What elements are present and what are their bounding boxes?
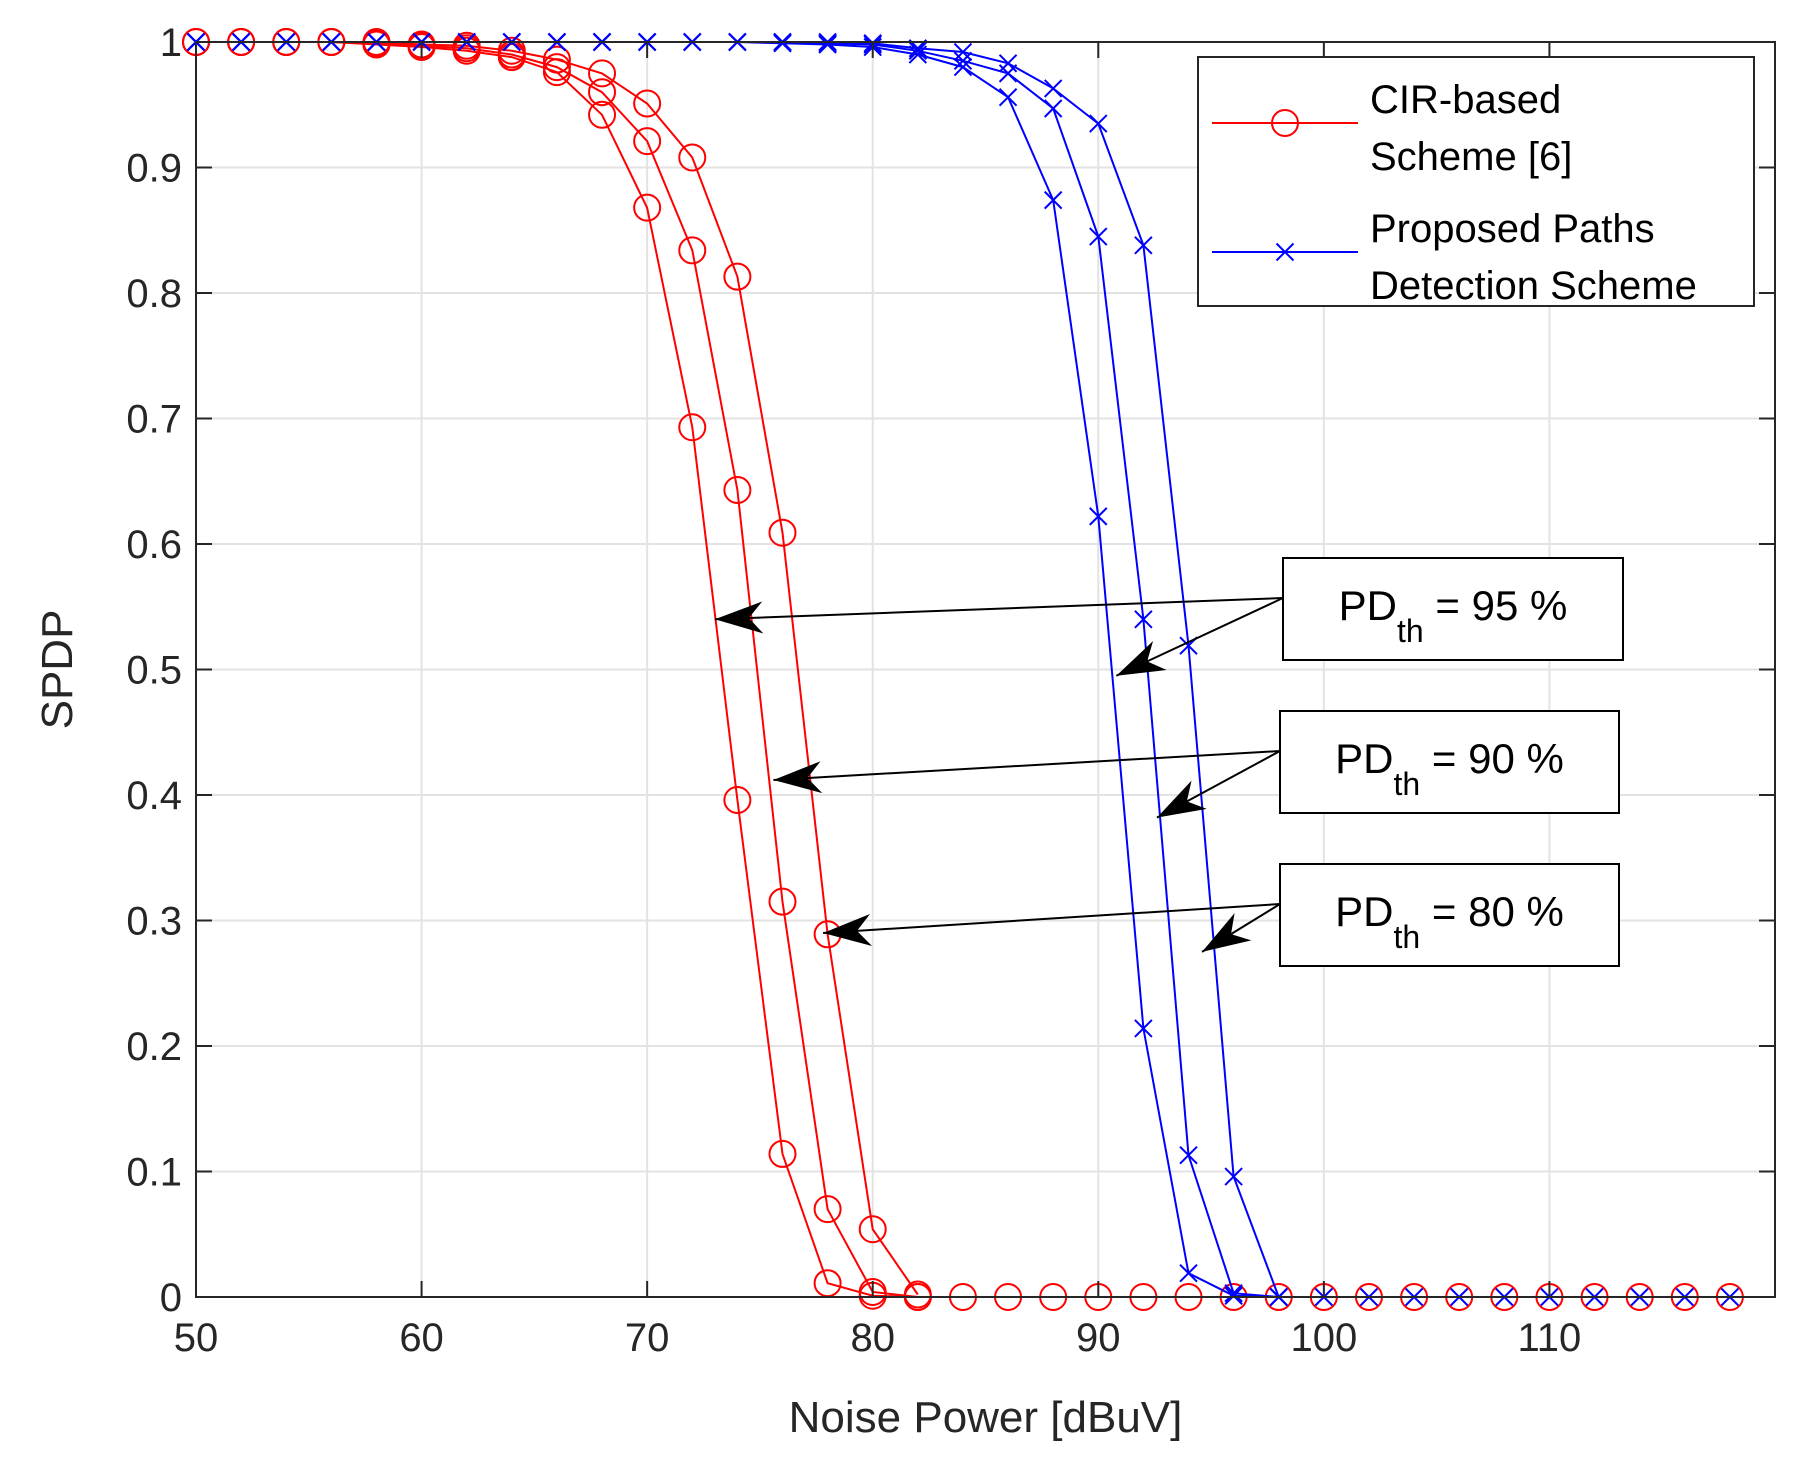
data-point [953,42,973,62]
annotation-label: PDth = 90 % [1335,735,1564,802]
legend-label: Scheme [6] [1370,135,1572,179]
legend-label: Proposed Paths [1370,207,1655,251]
legend: CIR-based Scheme [6] Proposed Paths Detect… [1197,56,1755,308]
annotation-arrowhead [823,914,873,946]
data-point [1134,236,1153,255]
annotation-1: PDth = 90 % [773,710,1620,819]
x-axis-label: Noise Power [dBuV] [789,1393,1183,1442]
legend-label: Detection Scheme [1370,264,1697,308]
axes: 50 60 70 80 90 100 110 0 0.1 0.2 0.3 0.4 0.5 0.6 0.7 0.… [33,21,1776,1442]
data-point [768,1139,797,1168]
data-point [678,413,707,442]
data-point [1179,1145,1198,1165]
data-point [542,45,571,74]
data-point [723,262,752,291]
x-tick-label: 60 [399,1316,444,1360]
data-point [1043,190,1063,210]
y-axis-label: SPDP [33,610,82,730]
data-point [588,78,617,107]
annotation-box [1279,710,1620,814]
data-point [768,887,797,916]
data-point [998,54,1018,73]
data-point [1089,507,1108,526]
y-tick-label: 0.6 [126,523,182,567]
annotation-arrowhead [714,601,764,634]
data-point [908,41,928,60]
data-point [953,51,973,71]
data-point [678,143,707,172]
data-point [723,786,752,815]
annotations: PDth = 95 % PDth = 90 % PDth = 80 % [714,557,1624,967]
data-point [588,100,617,129]
data-point [633,89,662,118]
data-point [858,1215,887,1244]
y-tick-label: 0.2 [126,1025,182,1069]
data-point [998,88,1018,107]
x-tick-label: 80 [850,1316,895,1360]
data-point [768,518,797,547]
y-tick-label: 0.8 [126,272,182,316]
y-tick-label: 0.1 [126,1151,182,1195]
y-tick-label: 0.4 [126,774,182,818]
annotation-arrowhead [773,761,823,794]
data-point [1043,79,1063,98]
annotation-label: PDth = 95 % [1339,582,1568,649]
x-tick-label: 70 [625,1316,670,1360]
data-point [1134,610,1153,629]
data-point [1089,114,1108,133]
annotation-label: PDth = 80 % [1335,888,1564,955]
data-point [633,193,662,222]
annotation-arrowhead [1156,780,1207,818]
x-tick-label: 100 [1290,1316,1357,1360]
annotation-arrow-line [823,903,1281,935]
annotation-arrow-line [714,597,1284,621]
data-point [633,127,662,156]
data-point [497,36,526,65]
y-tick-label: 0.9 [126,147,182,191]
data-point [678,236,707,265]
x-tick-label: 90 [1076,1316,1121,1360]
data-point [813,1195,842,1224]
data-point [858,1277,887,1306]
data-point [1089,227,1108,246]
y-tick-label: 0.3 [126,900,182,944]
annotation-2: PDth = 80 % [823,863,1620,967]
y-tick-label: 0.7 [126,398,182,442]
annotation-box [1279,863,1620,967]
data-point [903,1280,932,1309]
y-tick-label: 0 [160,1276,182,1320]
legend-entry-1: Proposed Paths Detection Scheme [1212,207,1697,308]
annotation-0: PDth = 95 % [714,557,1624,677]
annotation-arrowhead [1116,640,1167,676]
x-tick-label: 110 [1518,1316,1582,1360]
annotation-box [1282,557,1624,661]
data-point [1224,1284,1243,1303]
data-point [1134,1019,1153,1038]
legend-marker [1275,242,1295,262]
x-tick-label: 50 [174,1316,219,1360]
annotation-arrowhead [1202,913,1252,952]
y-tick-label: 1 [160,21,182,65]
data-point [542,53,571,82]
data-point [1224,1286,1243,1305]
data-point [1043,99,1063,118]
y-tick-label: 0.5 [126,649,182,693]
legend-box [1197,56,1755,307]
data-point [588,59,617,88]
legend-entry-0: CIR-based Scheme [6] [1212,78,1572,179]
data-point [452,31,481,60]
annotation-arrow-line [773,750,1281,781]
data-point [1224,1167,1243,1186]
legend-marker [1271,109,1299,137]
data-point [1179,1263,1198,1283]
data-point [723,476,752,505]
legend-label: CIR-based [1370,78,1561,122]
